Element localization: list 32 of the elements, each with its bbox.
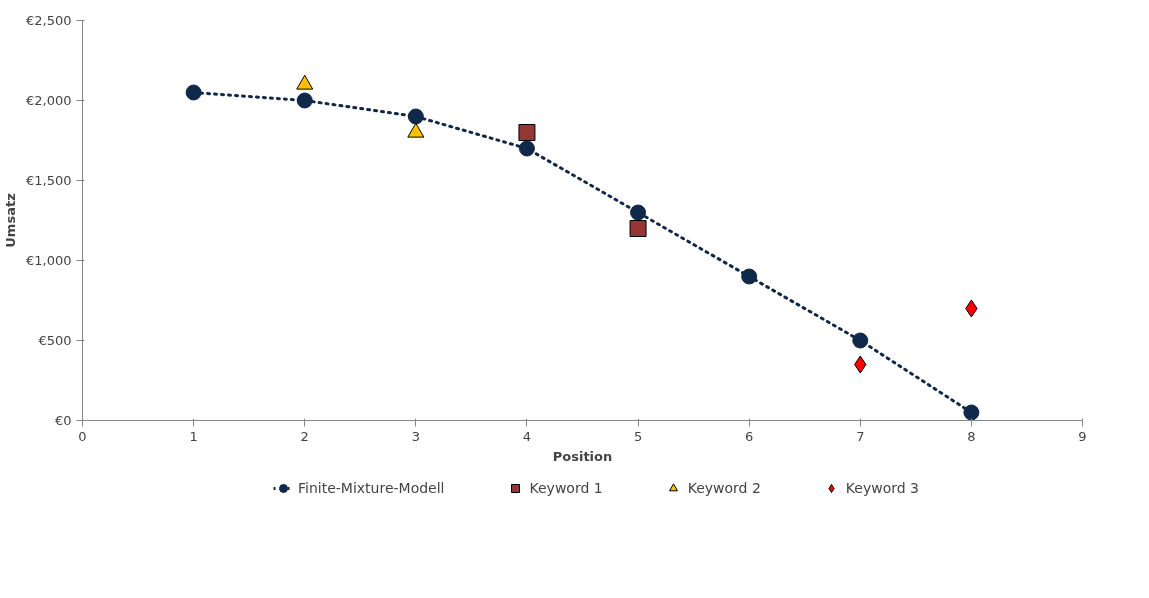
point (629, 220, 647, 237)
x-tick-label: 6 (745, 428, 754, 444)
y-tick-label: €1,500 (26, 173, 72, 188)
point (741, 268, 758, 285)
point (407, 108, 424, 125)
legend-label: Keyword 2 (687, 480, 761, 496)
legend-label: Finite-Mixture-Modell (298, 480, 445, 496)
x-tick-label: 5 (633, 428, 643, 444)
x-axis-title: Position (552, 448, 613, 464)
point (296, 92, 313, 109)
x-tick-label: 1 (189, 428, 198, 444)
point (852, 332, 869, 349)
point (630, 204, 647, 221)
y-tick-label: €500 (38, 333, 72, 348)
point (518, 140, 535, 157)
legend-label: Keyword 1 (529, 480, 603, 496)
x-tick-label: 2 (300, 428, 309, 444)
point (518, 124, 536, 141)
x-tick-label: 4 (522, 428, 532, 444)
x-tick-label: 8 (967, 428, 976, 444)
x-tick-label: 3 (411, 428, 420, 444)
legend-label: Keyword 3 (845, 480, 919, 496)
x-tick-label: 7 (856, 428, 865, 444)
point (185, 84, 202, 101)
y-tick-label: €2,000 (26, 93, 72, 108)
x-tick-label: 9 (1078, 428, 1087, 444)
x-tick-label: 0 (78, 428, 87, 444)
y-tick-label: €2,500 (26, 13, 72, 28)
y-axis-title: Umsatz (3, 193, 19, 248)
y-tick-label: €0 (54, 413, 72, 428)
y-tick-label: €1,000 (26, 253, 72, 268)
point (963, 404, 980, 421)
